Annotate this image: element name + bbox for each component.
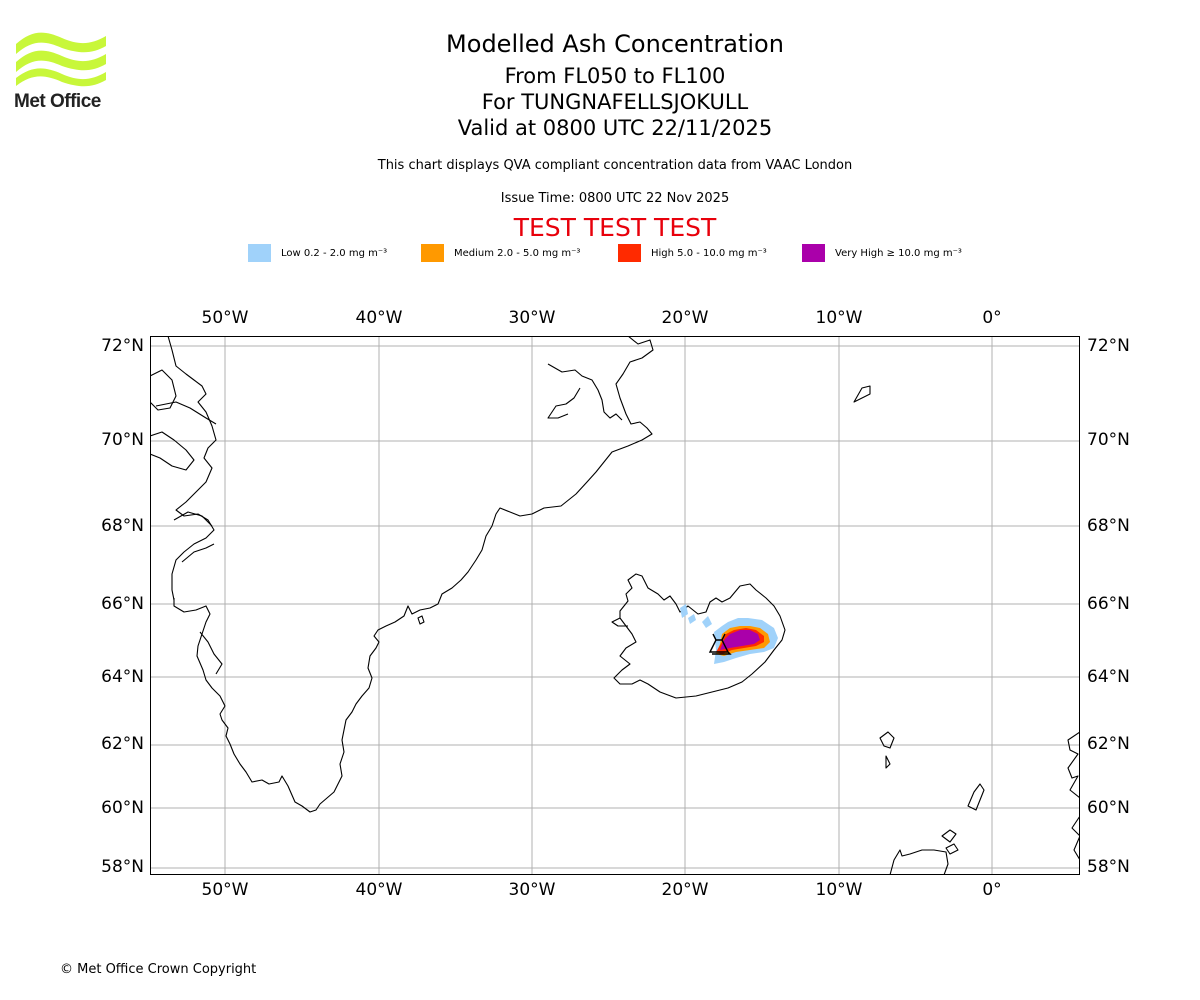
- lat-label-right-66n: 66°N: [1087, 594, 1130, 614]
- coast-west-fjord-4: [181, 543, 215, 563]
- lat-label-right-58n: 58°N: [1087, 857, 1130, 877]
- flight-levels: From FL050 to FL100: [504, 64, 726, 88]
- legend-swatch-very-high: [802, 244, 825, 262]
- lat-label-left-68n: 68°N: [101, 516, 144, 536]
- coast-greenland-west: [167, 336, 217, 601]
- legend-label-high: High 5.0 - 10.0 mg m⁻³: [651, 247, 767, 259]
- ash-low-patch-2: [702, 616, 712, 628]
- logo-wave-3: [16, 68, 106, 87]
- lat-label-right-70n: 70°N: [1087, 430, 1130, 450]
- lat-label-right-60n: 60°N: [1087, 798, 1130, 818]
- ash-low-patch-1: [680, 604, 688, 618]
- ash-contours: [680, 604, 778, 664]
- lon-label-bottom-0: 0°: [982, 880, 1002, 900]
- lat-label-right-72n: 72°N: [1087, 336, 1130, 356]
- gridlines: [150, 336, 1080, 875]
- lat-label-left-62n: 62°N: [101, 734, 144, 754]
- logo-text: Met Office: [14, 91, 101, 112]
- valid-time: Valid at 0800 UTC 22/11/2025: [457, 116, 773, 140]
- legend-item-high: High 5.0 - 10.0 mg m⁻³: [618, 244, 767, 262]
- coast-west-islet: [199, 631, 223, 675]
- legend-swatch-medium: [421, 244, 444, 262]
- coast-west-fjord-3: [173, 511, 213, 527]
- lon-label-top-20w: 20°W: [661, 308, 709, 328]
- lon-label-top-40w: 40°W: [355, 308, 403, 328]
- coast-disko: [150, 369, 177, 411]
- test-banner: TEST TEST TEST: [513, 213, 717, 242]
- chart-title: Modelled Ash Concentration: [446, 30, 784, 58]
- map-panel[interactable]: [150, 336, 1080, 875]
- lon-label-bottom-10w: 10°W: [815, 880, 863, 900]
- coast-greenland-se-islet: [417, 615, 425, 625]
- coast-faroes: [879, 731, 895, 769]
- coast-norway: [1067, 731, 1080, 861]
- coast-scotland: [889, 849, 949, 875]
- lat-label-left-70n: 70°N: [101, 430, 144, 450]
- legend-label-very-high: Very High ≥ 10.0 mg m⁻³: [835, 247, 962, 259]
- lon-label-bottom-40w: 40°W: [355, 880, 403, 900]
- lon-label-bottom-50w: 50°W: [201, 880, 249, 900]
- lat-label-right-64n: 64°N: [1087, 667, 1130, 687]
- coast-scoresby: [547, 363, 623, 421]
- lat-label-left-64n: 64°N: [101, 667, 144, 687]
- lon-label-bottom-30w: 30°W: [508, 880, 556, 900]
- legend-item-low: Low 0.2 - 2.0 mg m⁻³: [248, 244, 387, 262]
- coast-greenland-east: [173, 336, 654, 813]
- lat-label-right-62n: 62°N: [1087, 734, 1130, 754]
- legend-item-medium: Medium 2.0 - 5.0 mg m⁻³: [421, 244, 580, 262]
- ash-low-patch-3: [688, 614, 696, 624]
- lon-label-top-50w: 50°W: [201, 308, 249, 328]
- lat-label-left-58n: 58°N: [101, 857, 144, 877]
- chart-description: This chart displays QVA compliant concen…: [377, 158, 853, 173]
- volcano-name: For TUNGNAFELLSJOKULL: [481, 90, 749, 114]
- coast-iceland-westfjords: [611, 617, 628, 627]
- lat-label-left-66n: 66°N: [101, 594, 144, 614]
- met-office-logo: [16, 32, 106, 87]
- logo-wave-2: [16, 50, 106, 72]
- coast-jan-mayen: [853, 385, 871, 403]
- coastlines: [150, 336, 1080, 875]
- lon-label-top-0: 0°: [982, 308, 1002, 328]
- legend-item-very-high: Very High ≥ 10.0 mg m⁻³: [802, 244, 962, 262]
- coast-orkney: [941, 829, 959, 855]
- coast-shetland: [967, 783, 985, 811]
- legend-swatch-low: [248, 244, 271, 262]
- coast-west-fjord-2: [150, 431, 195, 471]
- coast-scoresby-2: [547, 387, 581, 419]
- lon-label-top-10w: 10°W: [815, 308, 863, 328]
- map-frame: [150, 336, 1080, 875]
- lat-label-left-60n: 60°N: [101, 798, 144, 818]
- copyright: © Met Office Crown Copyright: [60, 962, 257, 977]
- ash-very-high: [720, 630, 760, 650]
- lat-label-right-68n: 68°N: [1087, 516, 1130, 536]
- lat-label-left-72n: 72°N: [101, 336, 144, 356]
- coast-iceland: [613, 573, 786, 699]
- logo-wave-1: [16, 32, 106, 54]
- lon-label-bottom-20w: 20°W: [661, 880, 709, 900]
- lon-label-top-30w: 30°W: [508, 308, 556, 328]
- legend-swatch-high: [618, 244, 641, 262]
- legend-label-low: Low 0.2 - 2.0 mg m⁻³: [281, 247, 388, 259]
- legend-label-medium: Medium 2.0 - 5.0 mg m⁻³: [454, 247, 581, 259]
- volcano-marker-icon[interactable]: [708, 633, 732, 655]
- issue-time: Issue Time: 0800 UTC 22 Nov 2025: [500, 191, 730, 206]
- coast-west-fjord-1: [155, 401, 217, 425]
